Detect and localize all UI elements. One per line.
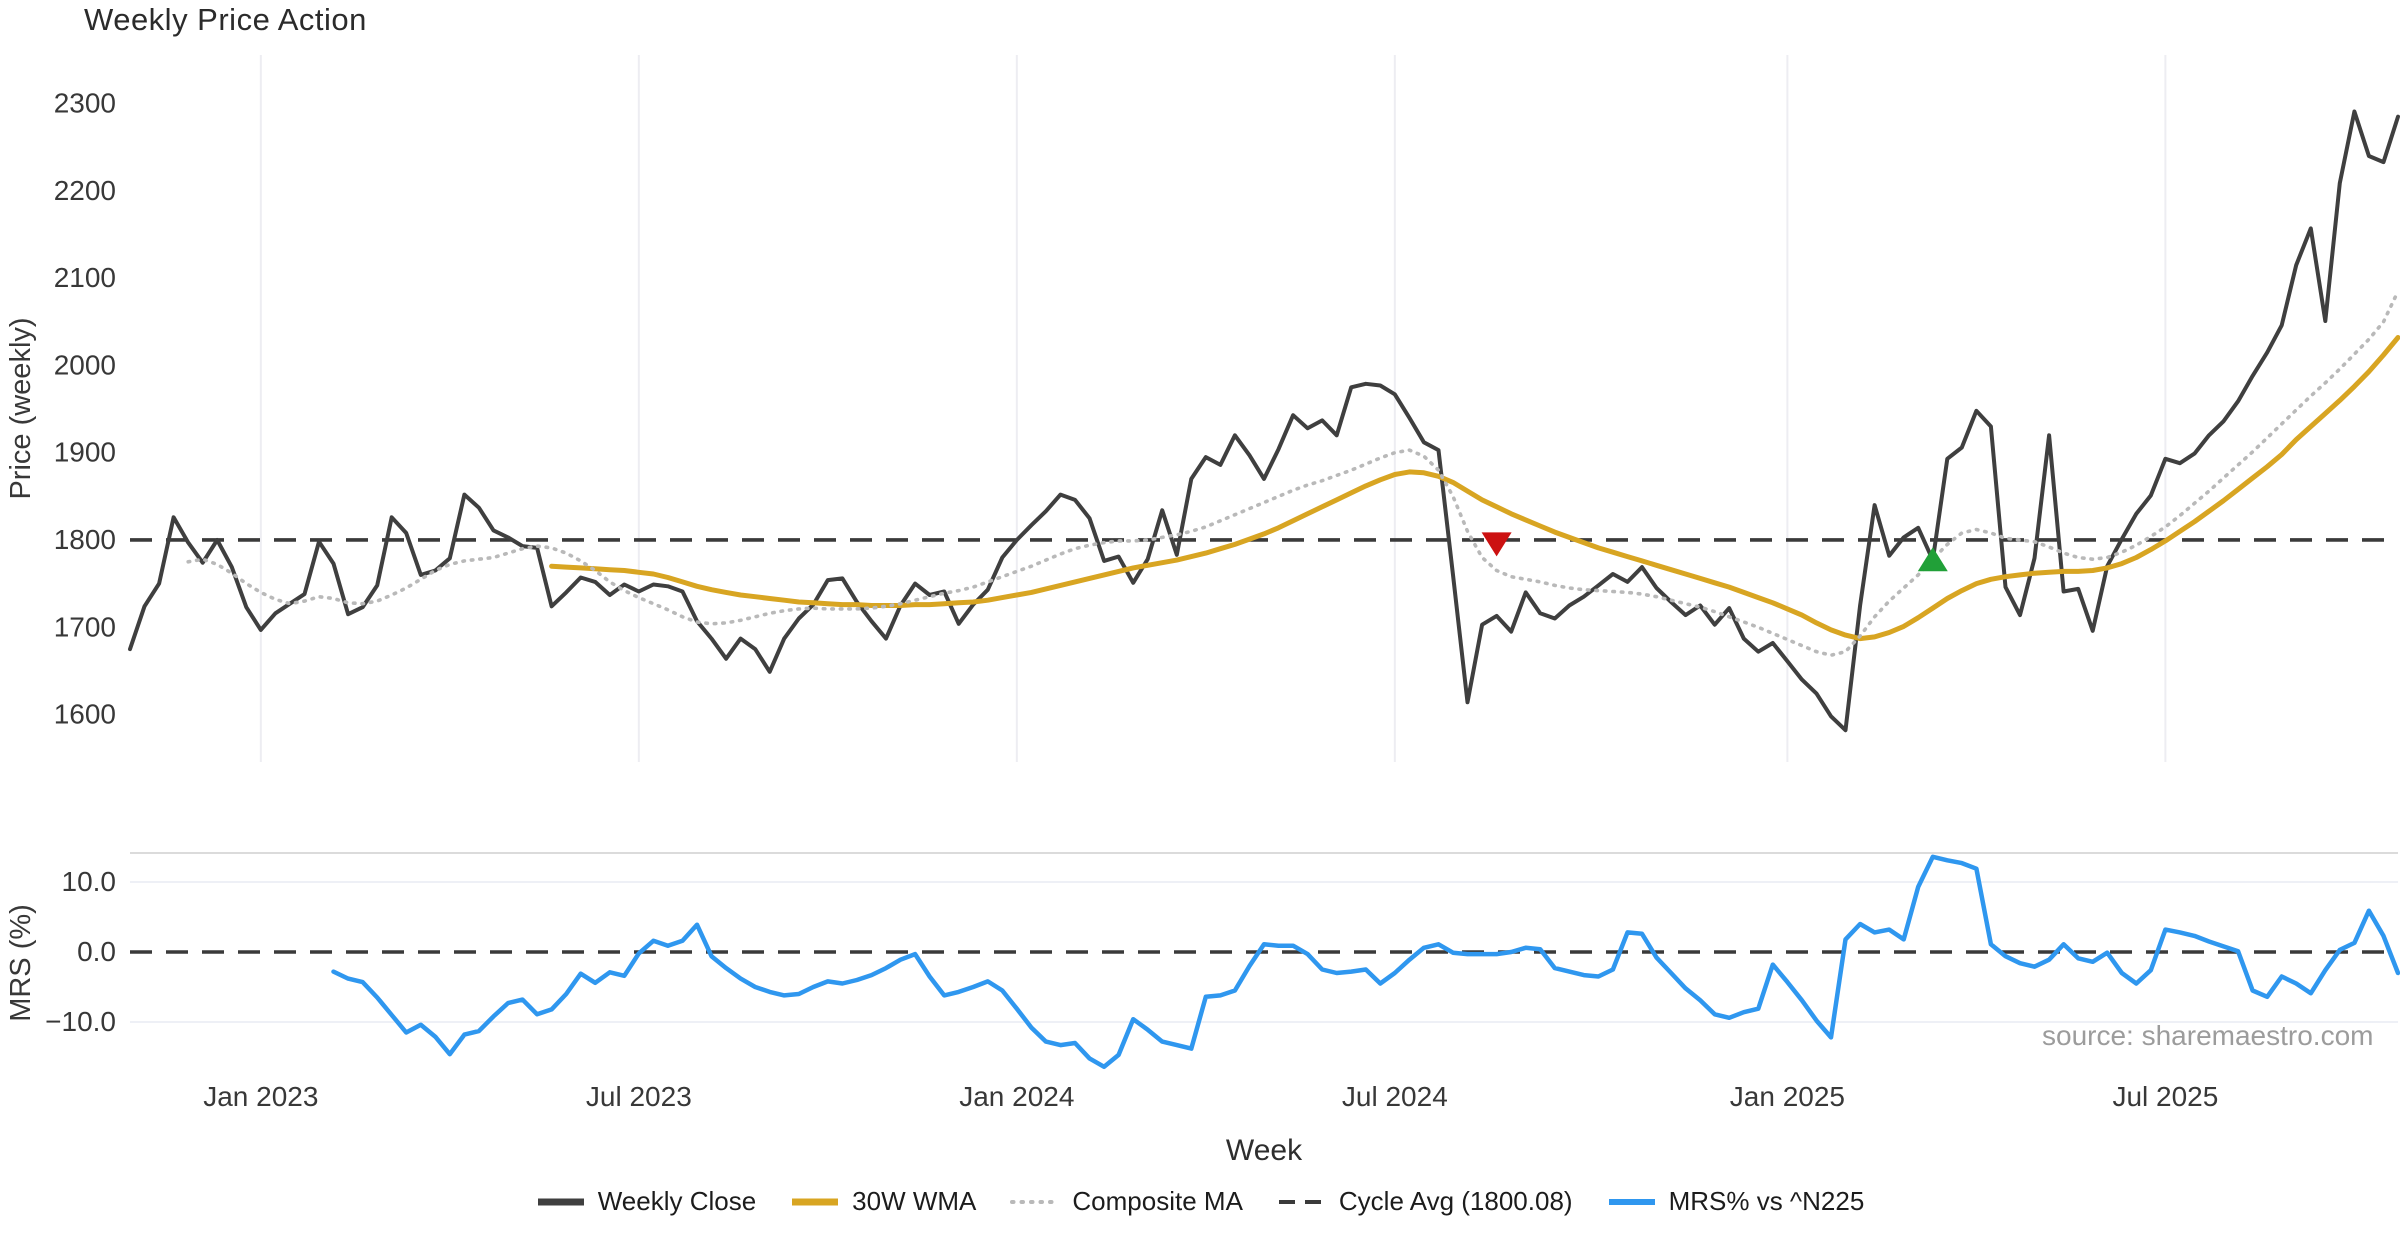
xtick-Jul-2025: Jul 2025	[2112, 1081, 2218, 1112]
xtick-Jul-2024: Jul 2024	[1342, 1081, 1448, 1112]
price-ytick-1700: 1700	[54, 611, 116, 642]
mrs-ytick-10: 10.0	[62, 866, 117, 897]
price-ytick-2200: 2200	[54, 175, 116, 206]
legend: Weekly Close 30W WMA Composite MA Cycle Avg…	[0, 1186, 2400, 1217]
price-ytick-2000: 2000	[54, 349, 116, 380]
mrs-ytick--10: −10.0	[45, 1006, 116, 1037]
price-ytick-1600: 1600	[54, 699, 116, 730]
legend-line-sample-icon	[537, 1198, 584, 1205]
legend-item-mrs-vs-n225: MRS% vs ^N225	[1607, 1186, 1865, 1217]
legend-line-sample-icon	[792, 1198, 839, 1205]
legend-line-sample-icon	[1010, 1199, 1061, 1204]
xtick-Jan-2025: Jan 2025	[1730, 1081, 1845, 1112]
price-ytick-1900: 1900	[54, 437, 116, 468]
mrs-axis-title: MRS (%)	[5, 904, 37, 1022]
xtick-Jan-2023: Jan 2023	[203, 1081, 318, 1112]
price-axis-title: Price (weekly)	[5, 317, 37, 499]
mrs-ytick-0: 0.0	[77, 936, 116, 967]
legend-item-30w-wma: 30W WMA	[790, 1186, 976, 1217]
sell-signal-triangle-down-icon	[1481, 532, 1512, 557]
series-composite-ma	[186, 289, 2400, 657]
legend-label: 30W WMA	[852, 1186, 977, 1216]
xtick-Jul-2023: Jul 2023	[586, 1081, 692, 1112]
legend-label: Composite MA	[1072, 1186, 1243, 1216]
price-ytick-2100: 2100	[54, 262, 116, 293]
legend-item-composite-ma: Composite MA	[1010, 1186, 1243, 1217]
legend-line-sample-icon	[1278, 1199, 1325, 1204]
price-ytick-2300: 2300	[54, 88, 116, 119]
legend-line-sample-icon	[1608, 1198, 1655, 1205]
series-30w-wma	[549, 335, 2400, 642]
buy-signal-triangle-up-icon	[1917, 547, 1948, 572]
page-title: Weekly Price Action	[84, 2, 367, 37]
x-axis-title: Week	[1226, 1134, 1303, 1167]
legend-item-weekly-close: Weekly Close	[536, 1186, 756, 1217]
series-weekly-close	[128, 109, 2400, 733]
xtick-Jan-2024: Jan 2024	[959, 1081, 1074, 1112]
series-mrs-vs-n225	[331, 854, 2400, 1070]
legend-label: MRS% vs ^N225	[1668, 1186, 1865, 1216]
legend-item-cycle-avg-1800-08-: Cycle Avg (1800.08)	[1277, 1186, 1573, 1217]
legend-label: Cycle Avg (1800.08)	[1338, 1186, 1573, 1216]
source-note: source: sharemaestro.com	[2042, 1020, 2374, 1051]
legend-label: Weekly Close	[597, 1186, 757, 1216]
price-ytick-1800: 1800	[54, 524, 116, 555]
